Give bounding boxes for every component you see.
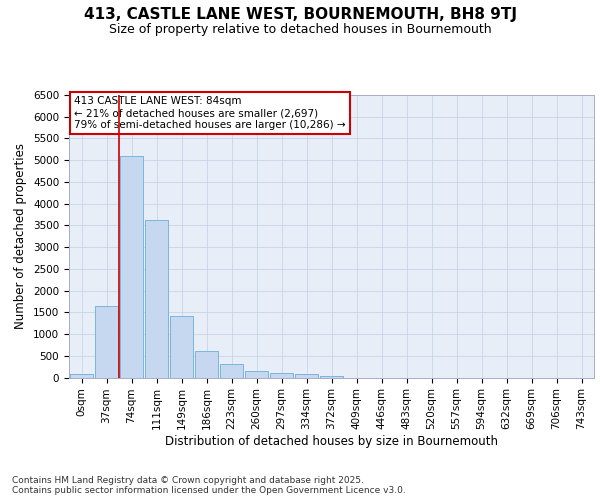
Bar xyxy=(119,156,143,378)
Text: Size of property relative to detached houses in Bournemouth: Size of property relative to detached ho… xyxy=(109,22,491,36)
Text: 413, CASTLE LANE WEST, BOURNEMOUTH, BH8 9TJ: 413, CASTLE LANE WEST, BOURNEMOUTH, BH8 … xyxy=(83,8,517,22)
Bar xyxy=(220,364,244,378)
Bar xyxy=(194,351,218,378)
Bar xyxy=(95,306,118,378)
Text: 413 CASTLE LANE WEST: 84sqm
← 21% of detached houses are smaller (2,697)
79% of : 413 CASTLE LANE WEST: 84sqm ← 21% of det… xyxy=(74,96,346,130)
X-axis label: Distribution of detached houses by size in Bournemouth: Distribution of detached houses by size … xyxy=(165,435,498,448)
Bar xyxy=(245,371,268,378)
Bar xyxy=(320,376,343,378)
Bar xyxy=(295,374,319,378)
Bar xyxy=(269,372,293,378)
Bar xyxy=(170,316,193,378)
Text: Contains HM Land Registry data © Crown copyright and database right 2025.
Contai: Contains HM Land Registry data © Crown c… xyxy=(12,476,406,495)
Y-axis label: Number of detached properties: Number of detached properties xyxy=(14,143,28,329)
Bar xyxy=(145,220,169,378)
Bar xyxy=(70,374,94,378)
